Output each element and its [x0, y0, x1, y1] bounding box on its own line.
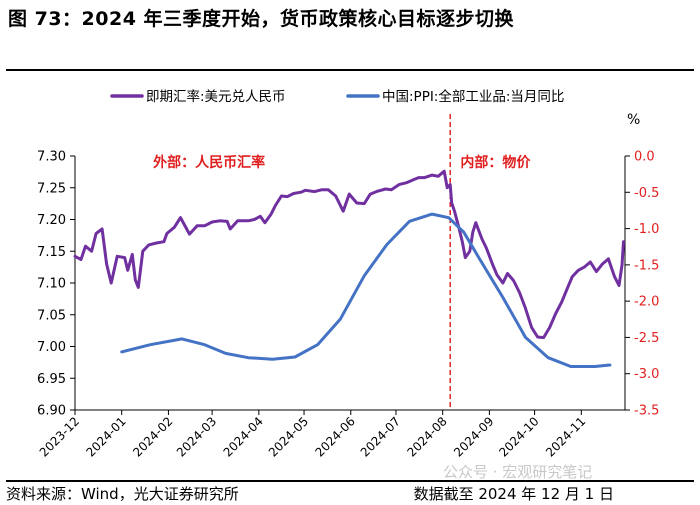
x-tick-label: 2024-06	[313, 414, 358, 459]
chart: 即期汇率:美元兑人民币 中国:PPI:全部工业品:当月同比 外部：人民币汇率 内部：…	[37, 88, 660, 460]
y-left-tick-label: 7.10	[37, 277, 66, 292]
bottom-rule	[6, 480, 694, 482]
x-tick-label: 2024-11	[543, 414, 588, 459]
x-tick-label: 2024-10	[496, 414, 541, 459]
y-left-tick-label: 7.15	[37, 245, 66, 260]
x-tick-label: 2024-03	[174, 414, 219, 459]
y-right-tick-label: 0.0	[634, 150, 655, 165]
x-tick-label: 2024-09	[451, 414, 496, 459]
annotation-label: 外部：人民币汇率	[153, 154, 265, 171]
x-tick-label: 2024-02	[130, 414, 175, 459]
axes: 6.90 6.95 7.00 7.05 7.10 7.15 7.20 7.25 7.30 -3.5…	[37, 112, 660, 460]
y-left-tick-label: 6.95	[37, 372, 66, 387]
y-left-tick-label: 7.05	[37, 308, 66, 323]
y-left-tick-label: 7.25	[37, 181, 66, 196]
series-line-2	[120, 212, 612, 368]
y-right-tick-label: -1.0	[634, 222, 659, 237]
source-note: 资料来源：Wind，光大证券研究所	[6, 485, 239, 503]
y-right-tick-label: -3.0	[634, 367, 659, 382]
y-left-tick-label: 6.90	[37, 404, 66, 419]
x-tick-label: 2024-01	[83, 414, 128, 459]
figure-title: 图 73：2024 年三季度开始，货币政策核心目标逐步切换	[8, 8, 515, 30]
x-tick-label: 2023-12	[37, 414, 82, 459]
series-layer	[73, 169, 625, 368]
y-right-tick-label: -2.0	[634, 295, 659, 310]
legend-label-2: 中国:PPI:全部工业品:当月同比	[382, 88, 564, 105]
x-tick-label: 2024-08	[404, 414, 449, 459]
y-left-tick-label: 7.20	[37, 213, 66, 228]
y-left-tick-label: 7.30	[37, 150, 66, 165]
watermark: 公众号 · 宏观研究笔记	[443, 463, 593, 481]
x-tick-label: 2024-04	[221, 414, 266, 459]
y-left-tick-label: 7.00	[37, 340, 66, 355]
y-right-tick-label: -2.5	[634, 331, 659, 346]
y-right-tick-label: -1.5	[634, 258, 659, 273]
y-right-unit: %	[627, 112, 640, 128]
y-right-tick-label: -0.5	[634, 186, 659, 201]
annotations: 外部：人民币汇率 内部：物价	[153, 154, 531, 171]
as-of-note: 数据截至 2024 年 12 月 1 日	[413, 485, 614, 503]
x-tick-label: 2024-05	[266, 414, 311, 459]
legend: 即期汇率:美元兑人民币 中国:PPI:全部工业品:当月同比	[110, 88, 564, 105]
annotation-label: 内部：物价	[460, 154, 531, 171]
legend-label-1: 即期汇率:美元兑人民币	[146, 88, 286, 105]
x-tick-label: 2024-07	[358, 414, 403, 459]
y-right-tick-label: -3.5	[634, 404, 659, 419]
series-line-1	[73, 169, 625, 340]
top-rule	[6, 69, 694, 71]
